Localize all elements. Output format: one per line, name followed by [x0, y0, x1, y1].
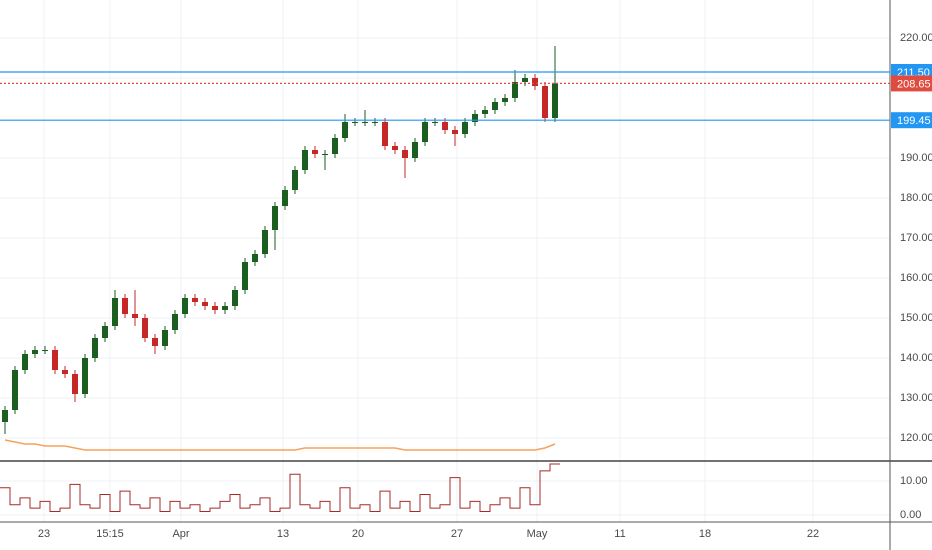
candle-body: [132, 314, 138, 318]
candle-body: [122, 298, 128, 314]
candle-body: [502, 98, 508, 102]
candle-body: [142, 318, 148, 338]
candle-body: [542, 86, 548, 118]
candle-body: [72, 374, 78, 394]
candle-body: [252, 254, 258, 262]
candle-body: [12, 370, 18, 410]
candle-body: [512, 82, 518, 98]
candle-body: [42, 350, 48, 351]
y-tick-label: 10.00: [900, 475, 928, 487]
candle-body: [442, 122, 448, 130]
x-tick-label: 23: [38, 528, 50, 540]
candle-body: [312, 150, 318, 154]
candle-body: [522, 78, 528, 82]
candle-body: [452, 130, 458, 134]
candle-body: [462, 122, 468, 134]
y-tick-label: 180.00: [900, 192, 932, 204]
candle-body: [272, 206, 278, 230]
y-tick-label: 140.00: [900, 352, 932, 364]
x-tick-label: 15:15: [96, 528, 124, 540]
candle-body: [362, 122, 368, 123]
x-tick-label: 20: [352, 528, 364, 540]
candle-body: [52, 350, 58, 370]
candle-body: [552, 83, 558, 118]
candle-body: [32, 350, 38, 354]
candle-body: [482, 110, 488, 114]
candle-body: [162, 330, 168, 346]
candle-body: [222, 306, 228, 310]
y-tick-label: 130.00: [900, 392, 932, 404]
candle-body: [152, 338, 158, 346]
x-tick-label: 18: [699, 528, 711, 540]
candle-body: [532, 78, 538, 86]
candle-body: [322, 154, 328, 155]
candle-body: [352, 122, 358, 123]
y-tick-label: 220.00: [900, 32, 932, 44]
candle-body: [422, 122, 428, 142]
candle-body: [302, 150, 308, 170]
candle-body: [472, 114, 478, 122]
candle-body: [392, 146, 398, 150]
candle-body: [112, 298, 118, 326]
candle-body: [2, 410, 8, 422]
candle-body: [202, 302, 208, 306]
candle-body: [212, 306, 218, 310]
x-tick-label: Apr: [172, 528, 189, 540]
candle-body: [92, 338, 98, 358]
x-tick-label: 27: [451, 528, 463, 540]
candle-body: [182, 298, 188, 314]
y-tick-label: 150.00: [900, 312, 932, 324]
candle-body: [232, 290, 238, 306]
x-tick-label: 22: [807, 528, 819, 540]
candle-body: [492, 102, 498, 110]
y-tick-label: 170.00: [900, 232, 932, 244]
candle-body: [372, 122, 378, 123]
candle-body: [22, 354, 28, 370]
candle-body: [82, 358, 88, 394]
indicator-line: [0, 463, 560, 512]
candle-body: [432, 122, 438, 123]
level-label: 199.45: [897, 115, 931, 127]
level-tag: [891, 112, 932, 129]
y-tick-label: 0.00: [900, 509, 921, 521]
candle-body: [192, 298, 198, 302]
candle-body: [382, 122, 388, 146]
y-tick-label: 160.00: [900, 272, 932, 284]
candle-body: [282, 190, 288, 206]
candle-body: [412, 142, 418, 158]
candle-body: [62, 370, 68, 374]
x-tick-label: 13: [277, 528, 289, 540]
candle-body: [242, 262, 248, 290]
candle-body: [332, 138, 338, 154]
y-tick-label: 190.00: [900, 152, 932, 164]
volume-ma-line: [4, 439, 556, 451]
candle-body: [262, 230, 268, 254]
candle-body: [102, 326, 108, 338]
x-tick-label: May: [527, 528, 548, 540]
level-tag: [891, 75, 932, 92]
y-tick-label: 120.00: [900, 432, 932, 444]
candle-body: [342, 122, 348, 138]
candle-body: [292, 170, 298, 190]
candle-body: [402, 150, 408, 158]
level-label: 208.65: [897, 78, 931, 90]
candle-body: [172, 314, 178, 330]
x-tick-label: 11: [614, 528, 625, 540]
